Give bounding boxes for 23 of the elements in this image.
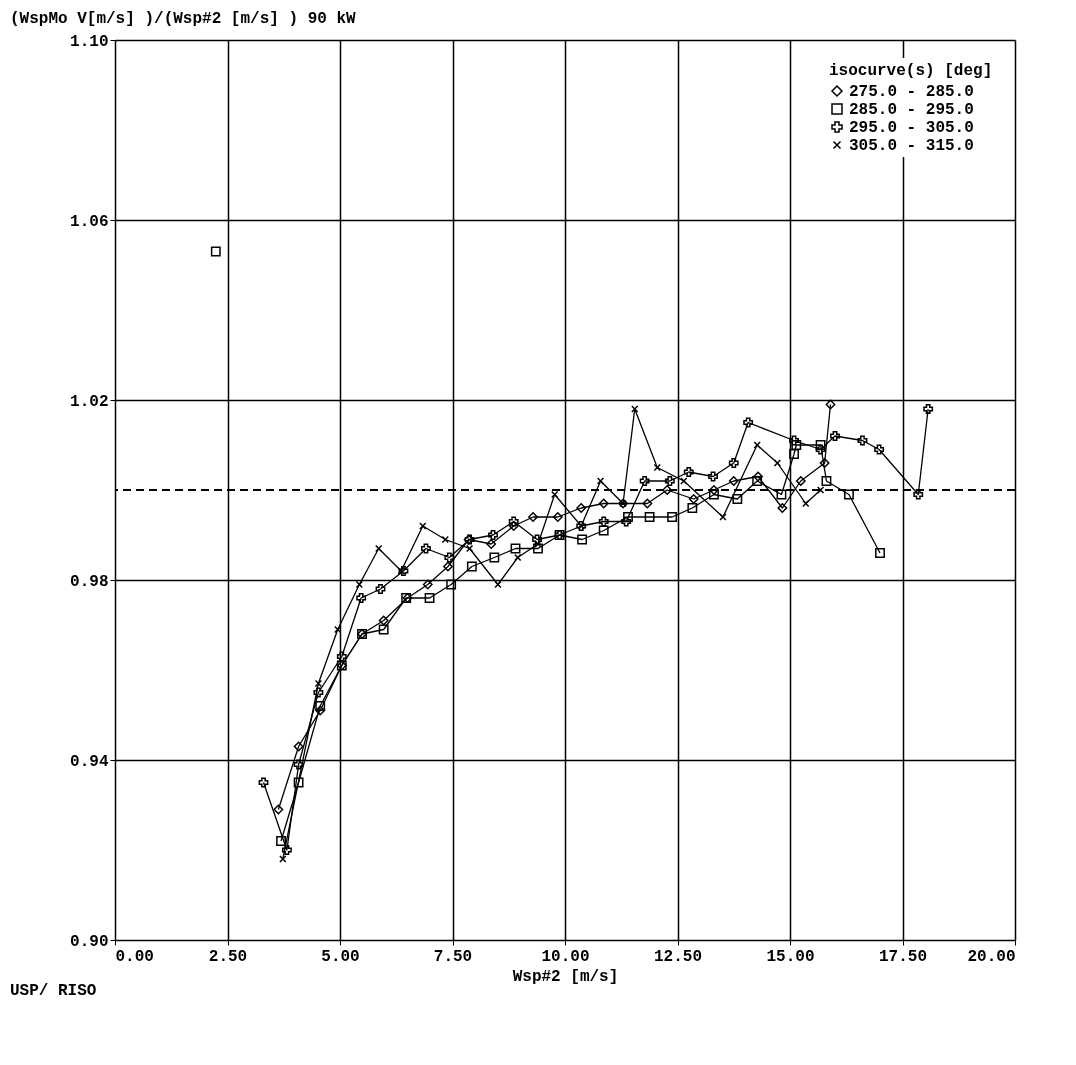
text: USP/ RISO: [10, 982, 97, 1000]
legend-label: 275.0 - 285.0: [849, 83, 974, 101]
x-tick-label: 10.00: [541, 947, 590, 966]
x-tick-label: 15.00: [766, 947, 815, 966]
y-tick-label: 1.06: [70, 212, 109, 231]
legend-label: 295.0 - 305.0: [849, 119, 974, 137]
x-tick-label: 5.00: [321, 947, 360, 966]
y-tick-label: 0.90: [70, 932, 109, 951]
x-tick-label: 2.50: [208, 947, 248, 966]
legend-title: isocurve(s) [deg]: [829, 62, 993, 80]
y-tick-label: 1.02: [70, 392, 109, 411]
y-tick-label: 0.94: [70, 752, 109, 771]
legend-label: 285.0 - 295.0: [849, 101, 974, 119]
x-tick-label: 17.50: [878, 947, 928, 966]
y-tick-label: 0.98: [70, 572, 109, 591]
x-tick-label: 0.00: [115, 947, 154, 966]
chart-title: (WspMo V[m/s] )/(Wsp#2 [m/s] ) 90 kW: [10, 10, 357, 28]
x-tick-label: 20.00: [967, 947, 1016, 966]
y-tick-label: 1.10: [70, 32, 109, 51]
x-axis-title: Wsp#2 [m/s]: [512, 967, 619, 986]
x-tick-label: 7.50: [433, 947, 473, 966]
x-tick-label: 12.50: [653, 947, 703, 966]
legend-label: 305.0 - 315.0: [849, 137, 974, 155]
